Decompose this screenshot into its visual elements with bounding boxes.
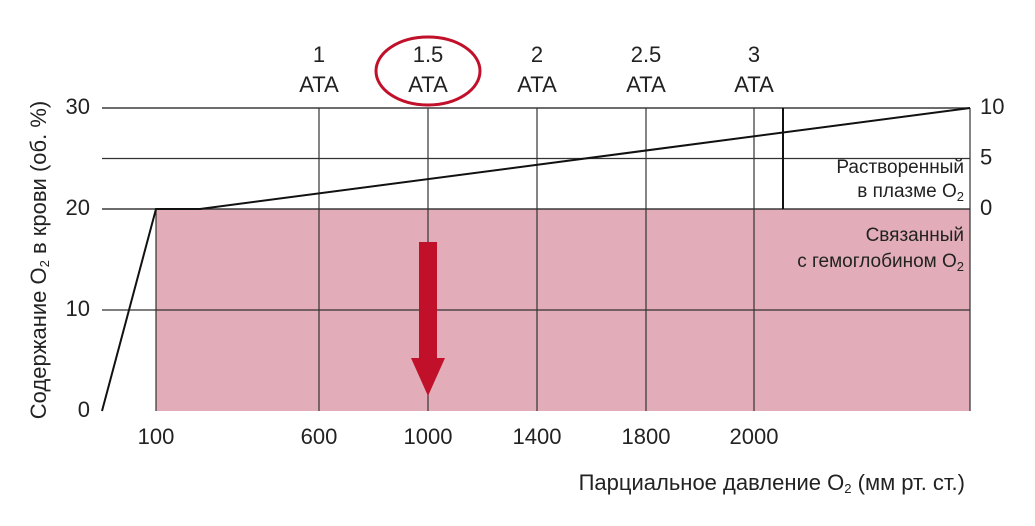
ata-label: ATA [626,72,666,97]
ata-label: 1 [313,42,325,67]
grid [102,107,971,411]
dissolved-label: в плазме O2 [857,181,964,204]
y-tick-label: 20 [66,195,90,220]
y2-tick-label: 0 [980,195,992,220]
ata-label: 3 [748,42,760,67]
highlight-circle [374,35,482,107]
ata-label: ATA [517,72,557,97]
x-tick-label: 600 [301,424,338,449]
dissolved-label: Растворенный [836,157,964,178]
y2-tick-label: 10 [980,94,1004,119]
bound-label: с гемоглобином O2 [797,251,964,274]
arrow-shaft [419,242,437,360]
x-tick-label: 1000 [404,424,453,449]
x-tick-label: 100 [138,424,175,449]
ata-label: 1.5 [413,42,444,67]
y-tick-label: 10 [66,296,90,321]
ata-label: ATA [734,72,774,97]
ata-label: ATA [408,72,448,97]
y-tick-label: 0 [78,397,90,422]
y-tick-label: 30 [66,94,90,119]
x-tick-label: 1400 [513,424,562,449]
x-axis-label: Парциальное давление O2 (мм рт. ст.) [579,470,965,497]
ata-label: ATA [299,72,339,97]
ata-label: 2.5 [631,42,662,67]
arrow-head [411,358,445,396]
curve [101,107,971,412]
y2-tick-label: 5 [980,144,992,169]
ata-label: 2 [531,42,543,67]
x-tick-label: 2000 [730,424,779,449]
x-tick-label: 1800 [622,424,671,449]
bound-label: Связанный [866,225,964,246]
y-axis-label: Содержание O2 в крови (об. %) [26,101,53,419]
